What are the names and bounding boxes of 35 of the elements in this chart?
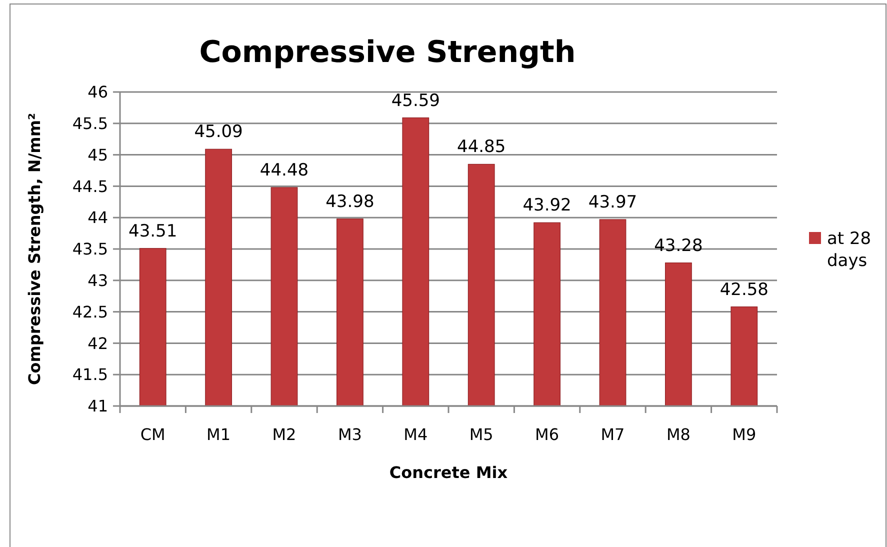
- y-tick-label: 43: [88, 271, 108, 290]
- x-tick-label: M9: [732, 425, 756, 444]
- x-tick-label: M8: [666, 425, 690, 444]
- data-label: 43.98: [326, 192, 374, 212]
- data-label: 43.28: [654, 236, 703, 256]
- y-tick-label: 44.5: [72, 176, 108, 196]
- data-label: 44.85: [457, 137, 506, 158]
- data-label: 45.09: [194, 122, 243, 142]
- y-tick-label: 42: [88, 334, 108, 353]
- x-tick-label: M1: [206, 425, 231, 444]
- data-label: 42.58: [720, 280, 768, 300]
- y-axis-title: Compressive Strength, N/mm²: [25, 112, 44, 386]
- x-tick-label: CM: [140, 425, 166, 444]
- y-tick-label: 45: [88, 145, 108, 164]
- y-tick-label: 45.5: [72, 114, 108, 133]
- x-tick-label: M4: [404, 425, 428, 444]
- y-tick-label: 41.5: [72, 365, 108, 384]
- x-tick-label: M3: [338, 425, 362, 444]
- data-label: 44.48: [260, 160, 309, 180]
- legend-label: at 28 days: [827, 229, 872, 271]
- x-tick-label: M2: [272, 425, 296, 444]
- y-tick-label: 44: [88, 208, 108, 228]
- y-tick-label: 43.5: [72, 240, 108, 259]
- data-label: 43.51: [128, 221, 178, 242]
- y-tick-label: 46: [88, 82, 108, 102]
- x-tick-label: M5: [469, 425, 494, 444]
- chart-title: Compressive Strength: [199, 35, 576, 70]
- data-label: 43.97: [588, 192, 638, 212]
- data-label: 45.59: [391, 90, 440, 111]
- x-tick-label: M6: [535, 425, 560, 444]
- x-tick-label: M7: [600, 425, 625, 444]
- data-label: 43.92: [522, 196, 572, 216]
- x-axis-title: Concrete Mix: [389, 463, 508, 482]
- y-tick-label: 41: [88, 396, 108, 416]
- y-tick-label: 42.5: [72, 302, 108, 322]
